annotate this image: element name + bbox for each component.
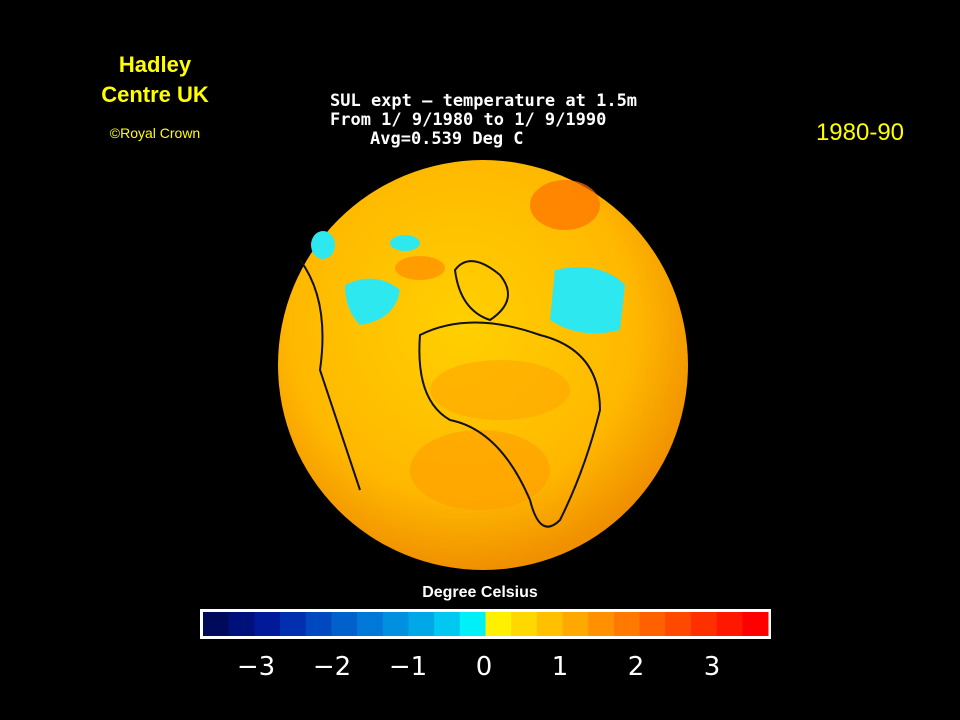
colorbar-swatch <box>459 612 486 636</box>
tick-label: 1 <box>552 652 569 682</box>
period: 1980-90 <box>816 119 904 146</box>
colorbar-label: Degree Celsius <box>422 584 538 601</box>
tick-label: −2 <box>313 652 351 682</box>
tick-label: −3 <box>237 652 275 682</box>
colorbar-swatch <box>511 612 538 636</box>
plot-line: From 1/ 9/1980 to 1/ 9/1990 <box>330 110 606 130</box>
globe <box>278 160 688 570</box>
colorbar-swatch <box>562 612 589 636</box>
tick-label: 3 <box>704 652 721 682</box>
colorbar-swatch <box>485 612 512 636</box>
colorbar-swatch <box>639 612 666 636</box>
tick-label: 2 <box>628 652 645 682</box>
colorbar-swatch <box>588 612 615 636</box>
colorbar-swatch <box>716 612 743 636</box>
title-line: Centre UK <box>101 82 209 107</box>
title-line: Hadley <box>119 52 192 77</box>
plot-line: Avg=0.539 Deg C <box>370 129 524 149</box>
colorbar-swatch <box>254 612 281 636</box>
colorbar-swatch <box>434 612 461 636</box>
colorbar-swatch <box>331 612 358 636</box>
colorbar-swatch <box>536 612 564 636</box>
colorbar-swatch <box>203 612 230 636</box>
colorbar-swatch <box>742 612 769 636</box>
plot-line: SUL expt – temperature at 1.5m <box>330 91 637 111</box>
colorbar-swatch <box>280 612 307 636</box>
colorbar-swatch <box>613 612 641 636</box>
colorbar-swatch <box>228 612 255 636</box>
colorbar-swatch <box>357 612 384 636</box>
colorbar-swatch <box>665 612 692 636</box>
tick-label: 0 <box>476 652 493 682</box>
colorbar-swatch <box>408 612 435 636</box>
colorbar-swatch <box>305 612 332 636</box>
tick-label: −1 <box>389 652 427 682</box>
colorbar-swatch <box>690 612 718 636</box>
credit: ©Royal Crown <box>110 125 200 141</box>
colorbar-swatch <box>382 612 409 636</box>
